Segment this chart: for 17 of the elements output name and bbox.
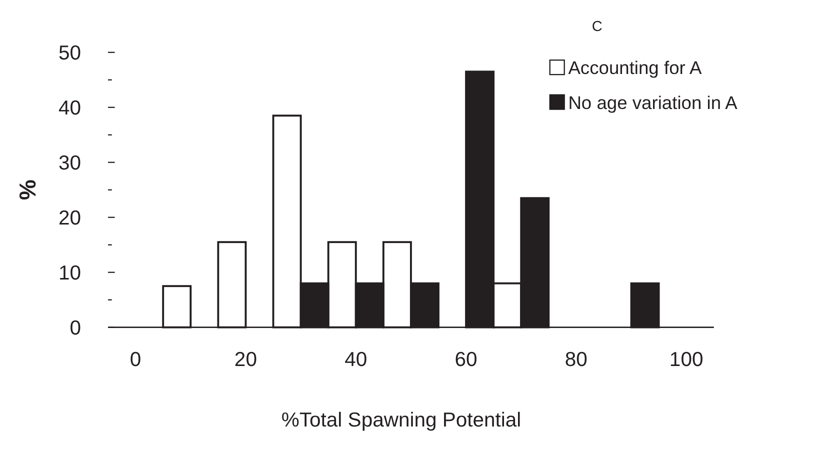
x-tick-label: 40 bbox=[344, 348, 368, 371]
x-tick-label: 20 bbox=[234, 348, 257, 371]
legend-label: No age variation in A bbox=[568, 92, 738, 113]
y-tick-label: 20 bbox=[58, 207, 81, 230]
x-tick-label: 60 bbox=[454, 348, 478, 371]
x-axis-title: %Total Spawning Potential bbox=[281, 410, 522, 432]
legend-label: Accounting for A bbox=[568, 57, 702, 78]
text: C bbox=[592, 19, 602, 36]
y-tick-label: 50 bbox=[58, 42, 81, 64]
y-tick-label: 30 bbox=[58, 152, 81, 174]
y-axis-title: % bbox=[14, 180, 41, 200]
x-tick-label: 80 bbox=[564, 348, 588, 371]
x-tick-label: 0 bbox=[130, 348, 142, 371]
y-tick-label: 40 bbox=[58, 97, 81, 120]
y-tick-label: 0 bbox=[70, 317, 81, 340]
x-tick-label: 100 bbox=[669, 348, 704, 371]
y-tick-label: 10 bbox=[58, 262, 81, 284]
